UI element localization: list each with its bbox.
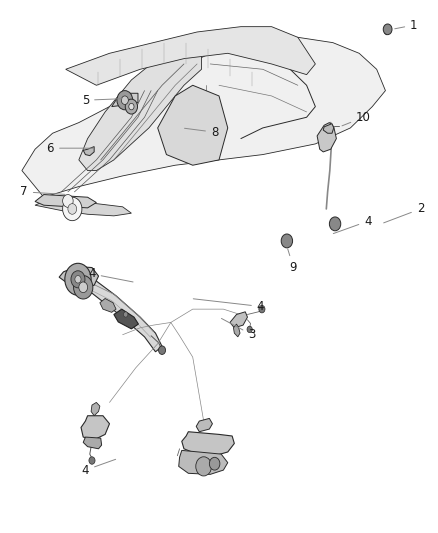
Circle shape — [65, 263, 91, 295]
Circle shape — [196, 457, 212, 476]
Polygon shape — [182, 432, 234, 456]
Text: 1: 1 — [395, 19, 418, 31]
Circle shape — [124, 312, 128, 317]
Text: 5: 5 — [82, 94, 122, 107]
Circle shape — [329, 217, 341, 231]
Polygon shape — [79, 43, 201, 171]
Polygon shape — [59, 266, 99, 289]
Circle shape — [79, 282, 88, 293]
Circle shape — [281, 234, 293, 248]
Circle shape — [129, 103, 134, 110]
Text: 4: 4 — [193, 299, 265, 313]
Polygon shape — [81, 416, 110, 440]
Text: 9: 9 — [288, 249, 297, 274]
Circle shape — [117, 91, 133, 110]
Polygon shape — [83, 437, 102, 449]
Circle shape — [71, 271, 85, 288]
Polygon shape — [91, 402, 100, 416]
Circle shape — [259, 305, 265, 313]
Polygon shape — [22, 37, 385, 197]
Polygon shape — [35, 195, 96, 208]
Text: 8: 8 — [184, 126, 218, 139]
Circle shape — [159, 346, 166, 354]
Polygon shape — [317, 123, 336, 152]
Polygon shape — [158, 85, 228, 165]
Circle shape — [63, 195, 73, 207]
Text: 2: 2 — [384, 203, 424, 223]
Text: 4: 4 — [88, 268, 133, 282]
Text: 4: 4 — [81, 459, 116, 477]
Circle shape — [63, 197, 82, 221]
Circle shape — [125, 99, 138, 114]
Polygon shape — [100, 298, 116, 312]
Text: 6: 6 — [46, 142, 94, 155]
Text: 10: 10 — [342, 111, 371, 126]
Circle shape — [68, 204, 77, 214]
Polygon shape — [114, 309, 138, 329]
Polygon shape — [196, 418, 212, 432]
Polygon shape — [233, 324, 240, 337]
Text: 7: 7 — [20, 185, 65, 198]
Text: 4: 4 — [333, 215, 372, 233]
Polygon shape — [66, 27, 315, 85]
Polygon shape — [230, 312, 247, 328]
Polygon shape — [112, 93, 138, 108]
Circle shape — [89, 457, 95, 464]
Circle shape — [247, 326, 252, 333]
Circle shape — [121, 96, 128, 104]
Circle shape — [383, 24, 392, 35]
Circle shape — [209, 457, 220, 470]
Polygon shape — [179, 450, 228, 474]
Polygon shape — [79, 277, 162, 352]
Circle shape — [75, 276, 81, 283]
Polygon shape — [35, 201, 131, 216]
Text: 3: 3 — [222, 318, 255, 341]
Polygon shape — [83, 147, 94, 156]
Polygon shape — [323, 124, 334, 133]
Circle shape — [74, 276, 93, 299]
